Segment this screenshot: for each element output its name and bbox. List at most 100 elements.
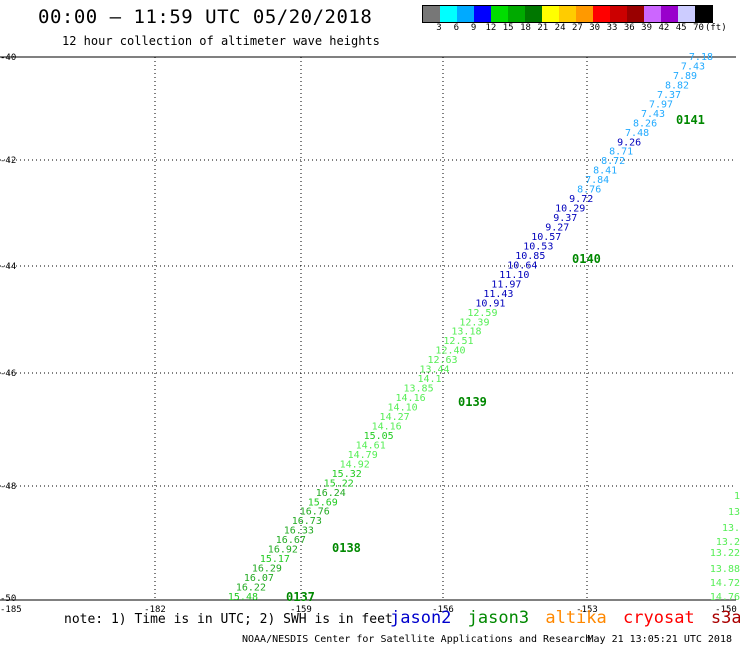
longitude-tick-label: -159 (290, 605, 312, 615)
wave-height-label: 14.16 (396, 393, 426, 404)
color-swatch (542, 6, 559, 22)
satellite-legend: jason2 jason3 altika cryosat s3a (390, 608, 740, 628)
latitude-tick-label: -46 (0, 369, 16, 379)
latitude-tick-label: -50 (0, 594, 16, 604)
color-scale-label: 18 (520, 23, 531, 33)
color-swatch (423, 6, 440, 22)
wave-height-label: 14.1 (418, 374, 442, 385)
wave-height-label: 15.48 (228, 592, 258, 603)
color-scale-label: 21 (537, 23, 549, 33)
longitude-tick-label: -156 (432, 605, 454, 615)
wave-height-label: 16.07 (244, 573, 274, 584)
wave-height-label: 7.84 (585, 175, 609, 186)
edge-wave-height-label: 14.76 (710, 592, 740, 603)
wave-height-label: 8.26 (633, 118, 657, 129)
color-scale-label: 36 (623, 23, 635, 33)
color-scale-label: 33 (606, 23, 618, 33)
wave-height-label: 8.82 (665, 80, 689, 91)
color-scale-label: 9 (470, 23, 477, 33)
wave-height-label: 15.22 (324, 478, 354, 489)
color-swatch (678, 6, 695, 22)
wave-height-label: 14.79 (348, 450, 378, 461)
wave-height-label: 8.72 (601, 156, 625, 167)
legend-altika: altika (545, 608, 607, 628)
color-scale-label: 42 (658, 23, 670, 33)
color-swatch (440, 6, 457, 22)
color-scale-label: 6 (453, 23, 460, 33)
pass-number-label: 0141 (676, 113, 705, 127)
wave-height-label: 16.73 (292, 516, 322, 527)
map-tick-labels: -185 -182 -159 -156 -153 -150 -40 -42 -44 -46 -48 -… (0, 53, 737, 615)
color-scale-labels: 3 6 9 12 15 18 21 24 27 30 33 36 39 42 45 70 (ft) (422, 23, 740, 35)
wave-height-label: 9.37 (553, 213, 577, 224)
wave-height-label: 10.91 (475, 298, 505, 309)
color-swatch (610, 6, 627, 22)
wave-height-label: 16.24 (316, 488, 346, 499)
altimeter-track: 7.187.437.898.827.377.977.438.267.489.26… (228, 52, 713, 604)
color-scale-label: 70 (693, 23, 704, 33)
wave-height-label: 15.69 (308, 497, 338, 508)
wave-height-label: 11.10 (499, 270, 529, 281)
latitude-tick-label: -40 (0, 53, 16, 63)
wave-height-label: 9.26 (617, 137, 641, 148)
wave-height-label: 14.92 (340, 459, 370, 470)
pass-number-label: 0138 (332, 541, 361, 555)
wave-height-label: 16.22 (236, 583, 266, 594)
color-scale-label: 27 (571, 23, 583, 33)
pass-number-label: 0137 (286, 590, 315, 604)
longitude-tick-label: -182 (144, 605, 166, 615)
color-swatch (695, 6, 712, 22)
color-swatch (474, 6, 491, 22)
wave-height-label: 12.63 (427, 355, 457, 366)
color-scale-label: 45 (675, 23, 687, 33)
wave-height-label: 10.57 (531, 232, 561, 243)
edge-wave-height-label: 13. (722, 523, 740, 534)
wave-height-label: 10.53 (523, 241, 553, 252)
longitude-tick-label: -185 (0, 605, 22, 615)
wave-height-label: 7.89 (673, 71, 697, 82)
wave-height-label: 16.76 (300, 507, 330, 518)
legend-cryosat: cryosat (623, 608, 695, 628)
edge-wave-height-label: 13.22 (710, 548, 740, 559)
wave-height-label: 16.29 (252, 564, 282, 575)
map-grid (0, 56, 736, 601)
wave-height-label: 11.97 (491, 279, 521, 290)
color-scale-label: 39 (641, 23, 653, 33)
color-swatch (593, 6, 610, 22)
wave-height-label: 16.92 (268, 545, 298, 556)
wave-height-label: 14.10 (388, 403, 418, 414)
pass-number-label: 0140 (572, 252, 601, 266)
latitude-tick-label: -44 (0, 262, 16, 272)
wave-height-label: 10.29 (555, 204, 585, 215)
edge-wave-height-label: 13.88 (710, 564, 740, 575)
color-swatch (491, 6, 508, 22)
footer: NOAA/NESDIS Center for Satellite Applica… (242, 634, 732, 645)
wave-height-label: 14.61 (356, 440, 386, 451)
legend-jason2: jason2 (390, 608, 452, 628)
edge-wave-height-label: 1 (734, 491, 740, 502)
wave-height-label: 15.17 (260, 554, 290, 565)
color-scale-label: 24 (554, 23, 566, 33)
footer-credit: NOAA/NESDIS Center for Satellite Applica… (242, 634, 592, 645)
wave-height-label: 12.59 (467, 308, 497, 319)
wave-height-label: 13.18 (451, 327, 481, 338)
color-swatch (508, 6, 525, 22)
wave-height-label: 7.97 (649, 99, 673, 110)
map-subtitle: 12 hour collection of altimeter wave hei… (62, 34, 380, 48)
units-note: note: 1) Time is in UTC; 2) SWH is in fe… (64, 612, 393, 627)
wave-height-label: 15.05 (364, 431, 394, 442)
wave-height-label: 8.41 (593, 166, 617, 177)
color-swatch (661, 6, 678, 22)
wave-height-label: 9.72 (569, 194, 593, 205)
edge-altimeter-track: 1 13 13. 13.213.22 13.88 14.72 14.76 (710, 491, 740, 603)
color-swatch (627, 6, 644, 22)
latitude-tick-label: -48 (0, 482, 16, 492)
wave-height-label: 12.51 (443, 336, 473, 347)
wave-height-label: 10.85 (515, 251, 545, 262)
pass-number-label: 0139 (458, 395, 487, 409)
color-scale-label: 12 (485, 23, 497, 33)
wave-height-label: 13.85 (404, 384, 434, 395)
wave-height-label: 12.40 (435, 346, 465, 357)
color-scale-bar (422, 5, 713, 23)
